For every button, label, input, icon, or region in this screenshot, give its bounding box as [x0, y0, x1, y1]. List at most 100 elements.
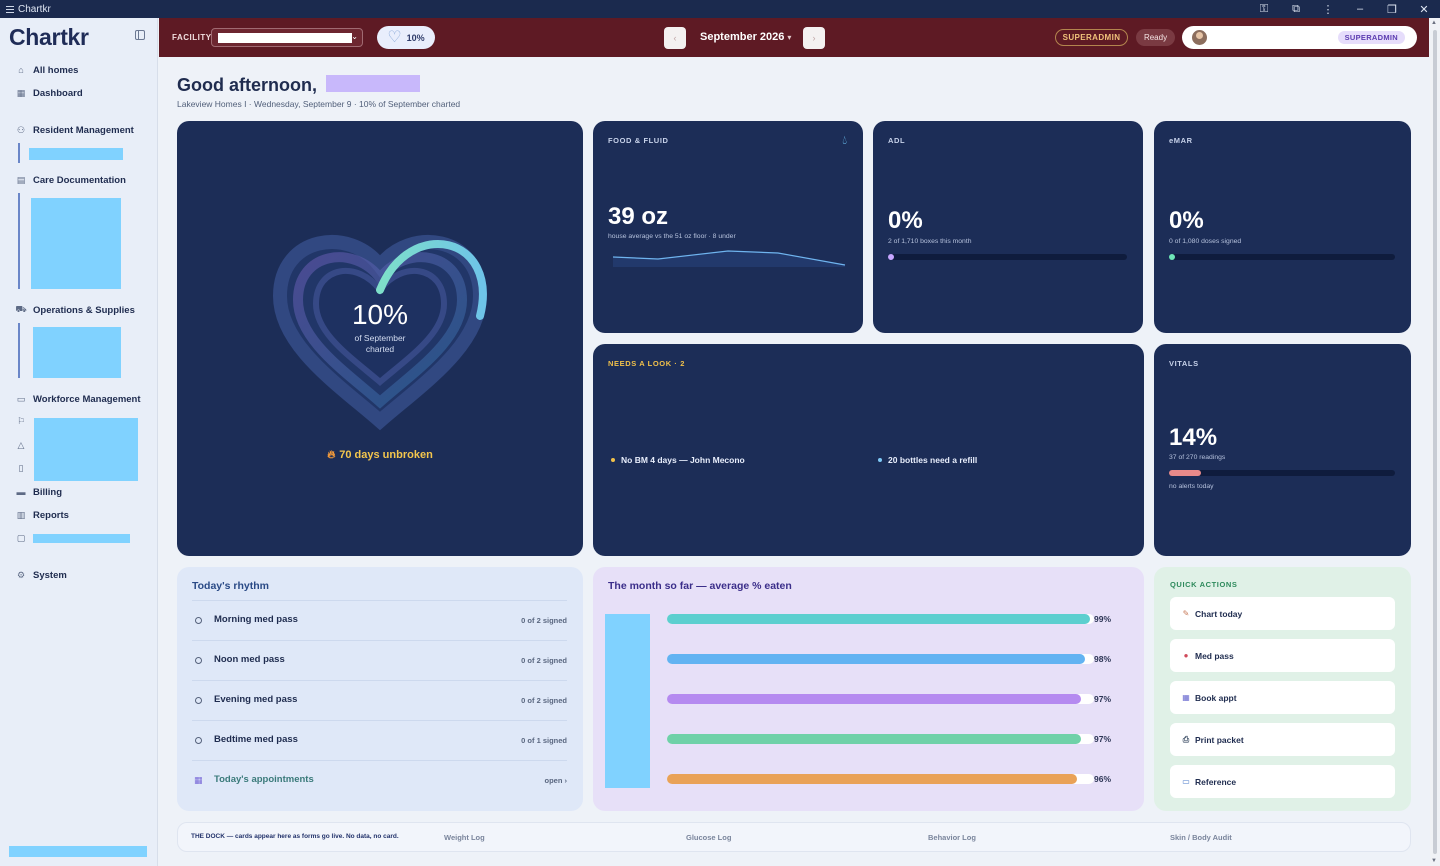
- adl-progress-fill: [888, 254, 894, 260]
- dock-item-glucose-log[interactable]: Glucose Log: [686, 833, 732, 842]
- pill-icon: ●: [1183, 651, 1189, 660]
- reference-button[interactable]: ▭ Reference: [1170, 765, 1395, 798]
- sidebar-item-reports[interactable]: ▥ Reports: [16, 507, 69, 523]
- eaten-bar-row: 97%: [667, 693, 1111, 705]
- book-appt-button[interactable]: ▦ Book appt: [1170, 681, 1395, 714]
- alert-icon[interactable]: △: [17, 439, 25, 450]
- bar-track: [667, 694, 1094, 704]
- rhythm-row[interactable]: Bedtime med pass 0 of 1 signed: [192, 720, 567, 760]
- dock-item-weight-log[interactable]: Weight Log: [444, 833, 485, 842]
- appointments-open-link[interactable]: open ›: [544, 776, 568, 785]
- appointments-label: Today's appointments: [214, 774, 314, 785]
- more-vertical-icon[interactable]: ⋮: [1322, 3, 1334, 16]
- rhythm-row[interactable]: Morning med pass 0 of 2 signed: [192, 600, 567, 640]
- quick-action-label: Print packet: [1195, 734, 1244, 745]
- sidebar-item-billing[interactable]: ▬ Billing: [16, 484, 63, 500]
- month-selector[interactable]: September 2026 ▾: [700, 31, 791, 43]
- vitals-card[interactable]: VITALS 14% 37 of 270 readings no alerts …: [1154, 344, 1411, 556]
- badge-icon[interactable]: ⚐: [16, 415, 26, 426]
- eaten-bar-row: 98%: [667, 653, 1111, 665]
- card-label: VITALS: [1169, 359, 1199, 368]
- todays-rhythm-panel: Today's rhythm Morning med pass 0 of 2 si…: [177, 567, 583, 811]
- sidebar-item-system[interactable]: ⚙ System: [16, 567, 67, 583]
- sidebar-item-workforce-management[interactable]: ▭ Workforce Management: [16, 391, 141, 407]
- document-icon[interactable]: ▯: [18, 462, 24, 473]
- emar-card[interactable]: eMAR 0% 0 of 1,080 doses signed: [1154, 121, 1411, 333]
- chart-today-button[interactable]: ✎ Chart today: [1170, 597, 1395, 630]
- rhythm-row[interactable]: Noon med pass 0 of 2 signed: [192, 640, 567, 680]
- sidebar-item-all-homes[interactable]: ⌂ All homes: [16, 62, 78, 78]
- chat-icon[interactable]: ▢: [16, 532, 26, 543]
- prev-month-button[interactable]: ‹: [664, 27, 686, 49]
- appointments-row[interactable]: ▦ Today's appointments open ›: [192, 760, 567, 800]
- rhythm-row-label: Noon med pass: [214, 654, 285, 665]
- user-menu[interactable]: SUPERADMIN: [1182, 26, 1417, 49]
- users-icon: ⚇: [16, 124, 26, 135]
- scroll-down-icon[interactable]: ▼: [1431, 858, 1437, 864]
- status-badge: Ready: [1136, 29, 1175, 46]
- adl-value: 0%: [888, 207, 923, 234]
- bullet-icon: [878, 458, 882, 462]
- rhythm-row[interactable]: Evening med pass 0 of 2 signed: [192, 680, 567, 720]
- food-fluid-card[interactable]: FOOD & FLUID 💧︎ 39 oz house average vs t…: [593, 121, 863, 333]
- sidebar-item-resident-management[interactable]: ⚇ Resident Management: [16, 122, 134, 138]
- sidebar-tree-line: [18, 143, 20, 163]
- next-month-button[interactable]: ›: [803, 27, 825, 49]
- facility-label: FACILITY: [172, 33, 212, 42]
- facility-select[interactable]: ⌄: [211, 28, 363, 47]
- printer-icon: ⎙: [1182, 734, 1190, 744]
- month-eaten-panel: The month so far — average % eaten 99% 98…: [593, 567, 1144, 811]
- chart-icon: ▥: [16, 509, 26, 520]
- bar: [667, 694, 1082, 704]
- bar-value-label: 96%: [1093, 774, 1111, 784]
- scrollbar-thumb[interactable]: [1433, 30, 1437, 854]
- alert-item[interactable]: 20 bottles need a refill: [878, 455, 977, 465]
- rhythm-row-count: 0 of 1 signed: [521, 736, 567, 745]
- redacted-nav-item[interactable]: [29, 148, 123, 160]
- charted-progress-pill[interactable]: ♡ 10%: [377, 26, 435, 49]
- redacted-nav-group[interactable]: [33, 327, 121, 378]
- dock-item-skin-body-audit[interactable]: Skin / Body Audit: [1170, 833, 1232, 842]
- alert-item[interactable]: No BM 4 days — John Mecono: [611, 455, 745, 465]
- print-packet-button[interactable]: ⎙ Print packet: [1170, 723, 1395, 756]
- redacted-nav-group[interactable]: [34, 418, 138, 481]
- sidebar-item-label: All homes: [33, 64, 79, 76]
- sidebar-item-dashboard[interactable]: ▦ Dashboard: [16, 85, 83, 101]
- status-circle-icon: [195, 657, 202, 664]
- extension-icon[interactable]: ⧉: [1292, 2, 1300, 15]
- sidebar-collapse-icon[interactable]: [135, 30, 145, 40]
- dock-item-behavior-log[interactable]: Behavior Log: [928, 833, 976, 842]
- scroll-up-icon[interactable]: ▲: [1431, 20, 1437, 26]
- rhythm-row-label: Morning med pass: [214, 614, 298, 625]
- redacted-nav-group[interactable]: [31, 198, 121, 289]
- bar-value-label: 97%: [1093, 694, 1111, 704]
- app-logo[interactable]: Chartkr: [9, 24, 89, 50]
- chevron-down-icon: ⌄: [351, 32, 358, 41]
- minimize-button[interactable]: –: [1356, 3, 1364, 15]
- sidebar-item-label: Resident Management: [33, 124, 134, 136]
- vitals-subtext: 37 of 270 readings: [1169, 454, 1226, 461]
- maximize-button[interactable]: ❐: [1387, 3, 1397, 16]
- streak-text: 🔥︎ 70 days unbroken: [177, 449, 583, 462]
- status-circle-icon: [195, 697, 202, 704]
- hero-percent: 10%: [351, 299, 409, 330]
- sidebar-item-care-documentation[interactable]: ▤ Care Documentation: [16, 172, 126, 188]
- food-value: 39 oz: [608, 203, 669, 230]
- redacted-nav-item[interactable]: [33, 534, 130, 543]
- vitals-progress-fill: [1169, 470, 1201, 476]
- calendar-icon: ▦: [194, 775, 203, 785]
- page-scrollbar[interactable]: ▲ ▼: [1430, 18, 1440, 866]
- med-pass-button[interactable]: ● Med pass: [1170, 639, 1395, 672]
- sidebar-item-label: Billing: [33, 486, 63, 498]
- close-button[interactable]: ✕: [1419, 3, 1429, 16]
- adl-subtext: 2 of 1,710 boxes this month: [888, 238, 972, 245]
- menu-icon[interactable]: [6, 5, 14, 13]
- key-icon[interactable]: ⚿: [1259, 2, 1269, 15]
- sidebar-item-operations-supplies[interactable]: ⛟ Operations & Supplies: [15, 302, 135, 318]
- card-label: ADL: [888, 136, 906, 145]
- emar-progress-fill: [1169, 254, 1175, 260]
- redacted-user-name: [326, 75, 420, 92]
- rhythm-row-count: 0 of 2 signed: [521, 696, 567, 705]
- flame-icon: 🔥︎: [327, 449, 336, 461]
- adl-card[interactable]: ADL 0% 2 of 1,710 boxes this month: [873, 121, 1143, 333]
